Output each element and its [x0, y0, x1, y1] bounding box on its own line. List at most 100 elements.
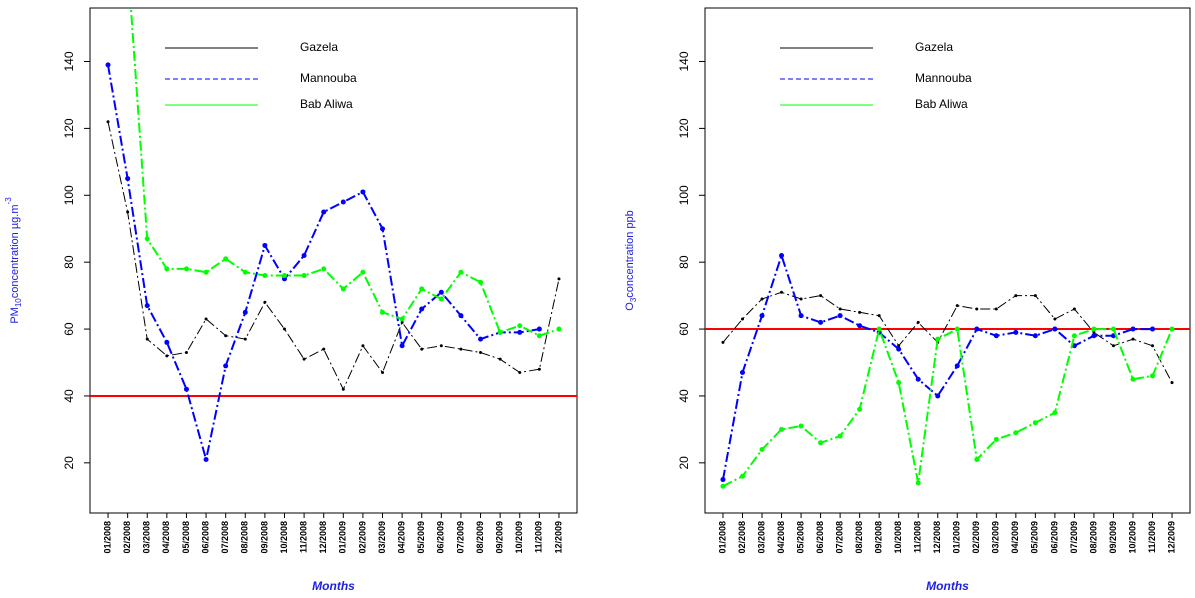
- point: [780, 290, 784, 294]
- point: [301, 273, 307, 279]
- point: [497, 329, 503, 335]
- point: [1170, 381, 1174, 385]
- x-tick-label: 02/2008: [737, 521, 747, 554]
- x-tick-label: 02/2008: [122, 521, 132, 554]
- point: [1013, 430, 1019, 436]
- point: [1013, 329, 1019, 335]
- point: [478, 336, 484, 342]
- point: [798, 313, 804, 319]
- point: [1150, 373, 1156, 379]
- point: [263, 300, 267, 304]
- point: [262, 273, 268, 279]
- point: [438, 289, 444, 295]
- y-tick-label: 140: [62, 51, 76, 71]
- y-label-part: concentration µg.m: [9, 204, 21, 298]
- point: [1071, 333, 1077, 339]
- point: [1032, 420, 1038, 426]
- point: [301, 252, 307, 258]
- x-tick-label: 04/2008: [776, 521, 786, 554]
- point: [779, 252, 785, 258]
- point: [458, 313, 464, 319]
- x-tick-label: 11/2009: [534, 521, 544, 553]
- y-tick-label: 80: [677, 255, 691, 269]
- point: [818, 319, 824, 325]
- x-tick-label: 03/2009: [377, 521, 387, 554]
- x-tick-label: 07/2009: [455, 521, 465, 554]
- point: [935, 336, 941, 342]
- point: [974, 456, 980, 462]
- point: [281, 273, 287, 279]
- point: [439, 344, 443, 348]
- point: [739, 473, 745, 479]
- point: [321, 266, 327, 272]
- point: [321, 209, 327, 215]
- x-tick-label: 10/2008: [893, 521, 903, 554]
- point: [203, 269, 209, 275]
- y-label-part: concentration ppb: [624, 210, 636, 297]
- point: [1033, 294, 1037, 298]
- series-line: [722, 325, 1173, 488]
- x-tick-label: 06/2009: [436, 521, 446, 554]
- point: [164, 266, 170, 272]
- point: [759, 446, 765, 452]
- point: [399, 343, 405, 349]
- legend-label: Mannouba: [915, 71, 972, 85]
- point: [340, 286, 346, 292]
- point: [955, 304, 959, 308]
- x-tick-label: 12/2008: [932, 521, 942, 554]
- x-tick-label: 10/2009: [514, 521, 524, 554]
- point: [1052, 410, 1058, 416]
- x-tick-label: 05/2009: [1030, 521, 1040, 554]
- x-tick-label: 09/2009: [1108, 521, 1118, 554]
- point: [557, 277, 561, 281]
- point: [322, 347, 326, 351]
- point: [419, 286, 425, 292]
- y-tick-label: 80: [62, 255, 76, 269]
- point: [556, 326, 562, 332]
- plot-area: [705, 252, 1190, 489]
- series-line: [107, 121, 560, 391]
- x-tick-label: 04/2009: [396, 521, 406, 554]
- legend-label: Gazela: [300, 40, 338, 54]
- legend-label: Bab Aliwa: [915, 97, 968, 111]
- point: [857, 323, 863, 329]
- y-tick-label: 100: [62, 185, 76, 205]
- y-label-part: 3: [629, 297, 638, 302]
- x-tick-label: 11/2008: [298, 521, 308, 553]
- x-tick-label: 03/2009: [991, 521, 1001, 554]
- point: [420, 347, 424, 351]
- x-tick-label: 09/2008: [874, 521, 884, 554]
- point: [126, 210, 130, 214]
- point: [759, 313, 765, 319]
- point: [458, 269, 464, 275]
- point: [857, 406, 863, 412]
- point: [517, 329, 523, 335]
- point: [954, 326, 960, 332]
- point: [478, 279, 484, 285]
- x-tick-label: 06/2008: [200, 521, 210, 554]
- series-line: [107, 64, 540, 460]
- point: [360, 189, 366, 195]
- y-tick-label: 60: [677, 322, 691, 336]
- point: [144, 303, 150, 309]
- point: [242, 309, 248, 315]
- point: [360, 269, 366, 275]
- point: [915, 376, 921, 382]
- point: [340, 199, 346, 205]
- point: [858, 310, 862, 314]
- legend-label: Bab Aliwa: [300, 97, 353, 111]
- x-tick-label: 10/2009: [1127, 521, 1137, 554]
- point: [1110, 326, 1116, 332]
- point: [974, 326, 980, 332]
- point: [183, 266, 189, 272]
- y-tick-label: 120: [62, 118, 76, 138]
- y-label-part: O: [624, 302, 636, 311]
- x-tick-label: 09/2008: [259, 521, 269, 554]
- y-label-part: PM: [9, 307, 21, 324]
- x-tick-label: 01/2008: [102, 521, 112, 554]
- point: [897, 344, 901, 348]
- x-tick-label: 11/2009: [1147, 521, 1157, 553]
- x-tick-label: 05/2009: [416, 521, 426, 554]
- point: [1091, 326, 1097, 332]
